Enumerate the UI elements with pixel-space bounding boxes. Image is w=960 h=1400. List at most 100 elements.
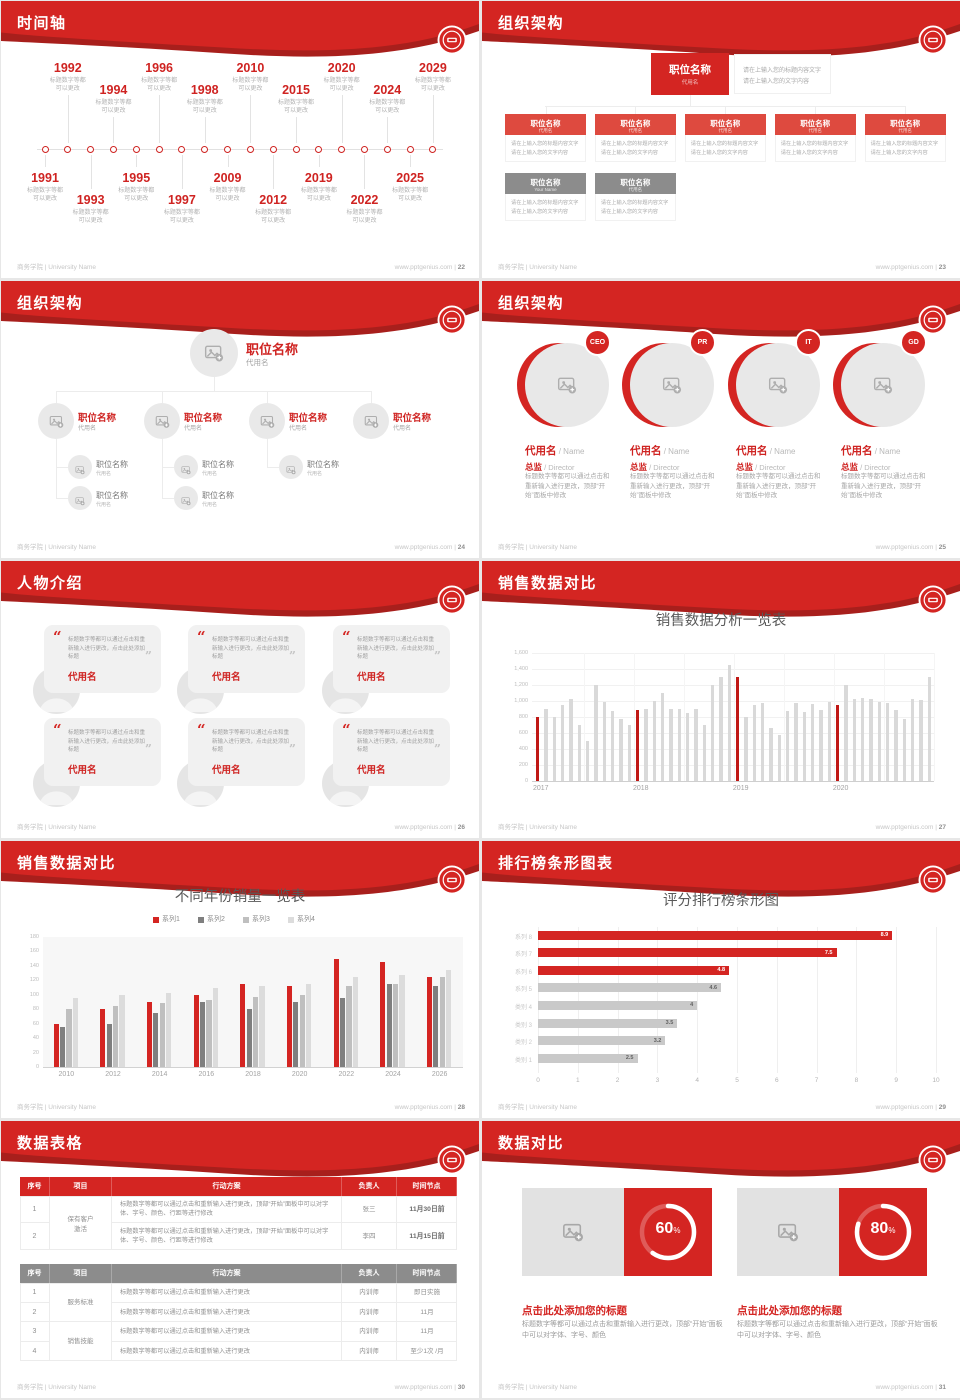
note-line: 请在上输入您的文字内容 <box>511 209 569 215</box>
member-name-line: 代用名 / Name <box>630 441 722 459</box>
gridline <box>617 927 619 1073</box>
quote-text: 标题数字等都可以通过点击和重新输入进行更改，点击此处添加标题 <box>212 730 290 753</box>
value-label: 3.5 <box>665 1020 674 1026</box>
timeline-connector <box>67 95 69 143</box>
gridline <box>532 669 934 670</box>
position-alias: 代用名 <box>898 127 912 133</box>
bar <box>619 718 623 781</box>
quote-mark-close: ” <box>434 742 441 756</box>
timeline-connector <box>364 155 366 189</box>
bar <box>652 701 656 781</box>
value-label: 4 <box>690 1002 694 1009</box>
bar <box>380 962 386 1067</box>
footer-brand: 商务学院 | University Name <box>498 824 577 831</box>
position-alias: 代用名 <box>289 426 308 432</box>
timeline-dot <box>360 145 368 153</box>
table-merged-cell: 销售技能 <box>50 1322 112 1361</box>
timeline-dot <box>87 145 95 153</box>
chart-title: 不同年份销量一览表 <box>174 889 306 905</box>
timeline-year: 2025 <box>396 171 425 185</box>
bar <box>727 665 731 781</box>
bar <box>685 713 690 781</box>
note-line: 请在上输入您的文字内容 <box>600 209 658 215</box>
header-wave <box>482 1 960 65</box>
slide-title: 销售数据对比 <box>498 575 598 592</box>
org-root-note-box: 请在上输入您的标题内容文字 请在上输入您的文字内容 <box>734 54 831 94</box>
position-alias: 代用名 <box>718 127 733 133</box>
y-axis-label: 系列 5 <box>514 987 532 994</box>
true: 组织架构 商务学院 | University Name www.pptgenius.… <box>1 281 479 558</box>
timeline-connector <box>318 155 320 167</box>
timeline-connector <box>159 95 161 143</box>
university-logo-icon <box>437 585 467 615</box>
timeline-year: 2012 <box>259 193 288 207</box>
image-placeholder-icon <box>364 414 379 429</box>
bar <box>710 685 715 781</box>
x-axis-label: 2026 <box>431 1071 448 1078</box>
timeline-caption: 标题数字等都 可以更改 <box>49 78 86 92</box>
timeline-year: 1996 <box>145 61 173 75</box>
slide-title: 排行榜条形图表 <box>498 855 614 872</box>
role-badge: IT <box>795 329 822 356</box>
timeline-dot <box>155 145 163 153</box>
connector-line <box>371 391 372 403</box>
connector-line <box>162 391 163 403</box>
timeline-dot <box>132 145 140 153</box>
bar <box>827 701 831 781</box>
org-node-header: 职位名称 代用名 <box>594 173 676 194</box>
bar <box>393 983 399 1067</box>
org-node-header: 职位名称 代用名 <box>594 114 676 135</box>
member-alias: 代用名 <box>212 672 241 683</box>
bar <box>585 741 590 781</box>
timeline-dot <box>383 145 391 153</box>
bar <box>66 1009 72 1067</box>
y-axis-label: 类别 2 <box>514 1040 532 1047</box>
position-title: 职位名称 <box>96 460 128 469</box>
timeline-year: 1995 <box>122 171 151 185</box>
connector-line <box>545 106 547 114</box>
quote-card <box>44 625 161 693</box>
note-line: 请在上输入您的标题内容文字 <box>690 141 759 147</box>
bar <box>538 930 893 940</box>
slide-title: 时间轴 <box>17 15 67 32</box>
org-node-note: 请在上输入您的标题内容文字 请在上输入您的文字内容 <box>774 135 856 162</box>
axis-line <box>43 1067 463 1068</box>
connector-line <box>267 439 268 467</box>
connector-line <box>214 377 215 391</box>
bar <box>677 709 681 781</box>
gridline <box>737 927 738 1073</box>
y-axis-label: 20 <box>32 1049 39 1056</box>
bar <box>199 1002 206 1067</box>
timeline-caption: 标题数字等都 可以更改 <box>255 210 292 224</box>
timeline-year: 2009 <box>213 171 242 185</box>
slide-title: 组织架构 <box>498 295 565 312</box>
progress-number: 80 <box>870 1220 889 1237</box>
gridline <box>532 717 934 718</box>
footer-site: www.pptgenius.com | <box>875 264 939 271</box>
position-title: 职位名称 <box>96 491 128 500</box>
gridline <box>532 749 934 750</box>
connector-line <box>725 106 727 114</box>
progress-value: 60% <box>624 1220 712 1238</box>
table-cell: 3 <box>20 1322 50 1342</box>
page-number: 30 <box>457 1384 465 1391</box>
slide-title: 数据对比 <box>498 1135 565 1152</box>
note-line: 请在上输入您的文字内容 <box>780 150 838 156</box>
table-cell: 内训师 <box>342 1302 397 1322</box>
true: 销售数据对比 商务学院 | University Name www.pptgeniu… <box>482 561 960 838</box>
footer-site: www.pptgenius.com | <box>875 1104 939 1111</box>
gridline <box>816 927 818 1073</box>
bar <box>669 709 673 781</box>
header-wave <box>482 561 960 625</box>
value-label: 4.8 <box>717 967 726 974</box>
y-axis-label: 120 <box>29 977 39 984</box>
x-axis-label: 2020 <box>291 1071 308 1078</box>
bar <box>538 983 722 993</box>
bar <box>627 725 632 781</box>
org-node-header: 职位名称 代用名 <box>684 114 766 135</box>
timeline-dot <box>201 145 209 153</box>
true: 组织架构 商务学院 | University Name www.pptgenius.… <box>482 1 960 278</box>
bar <box>399 974 405 1067</box>
note-line: 请在上输入您的文字内容 <box>600 150 658 156</box>
